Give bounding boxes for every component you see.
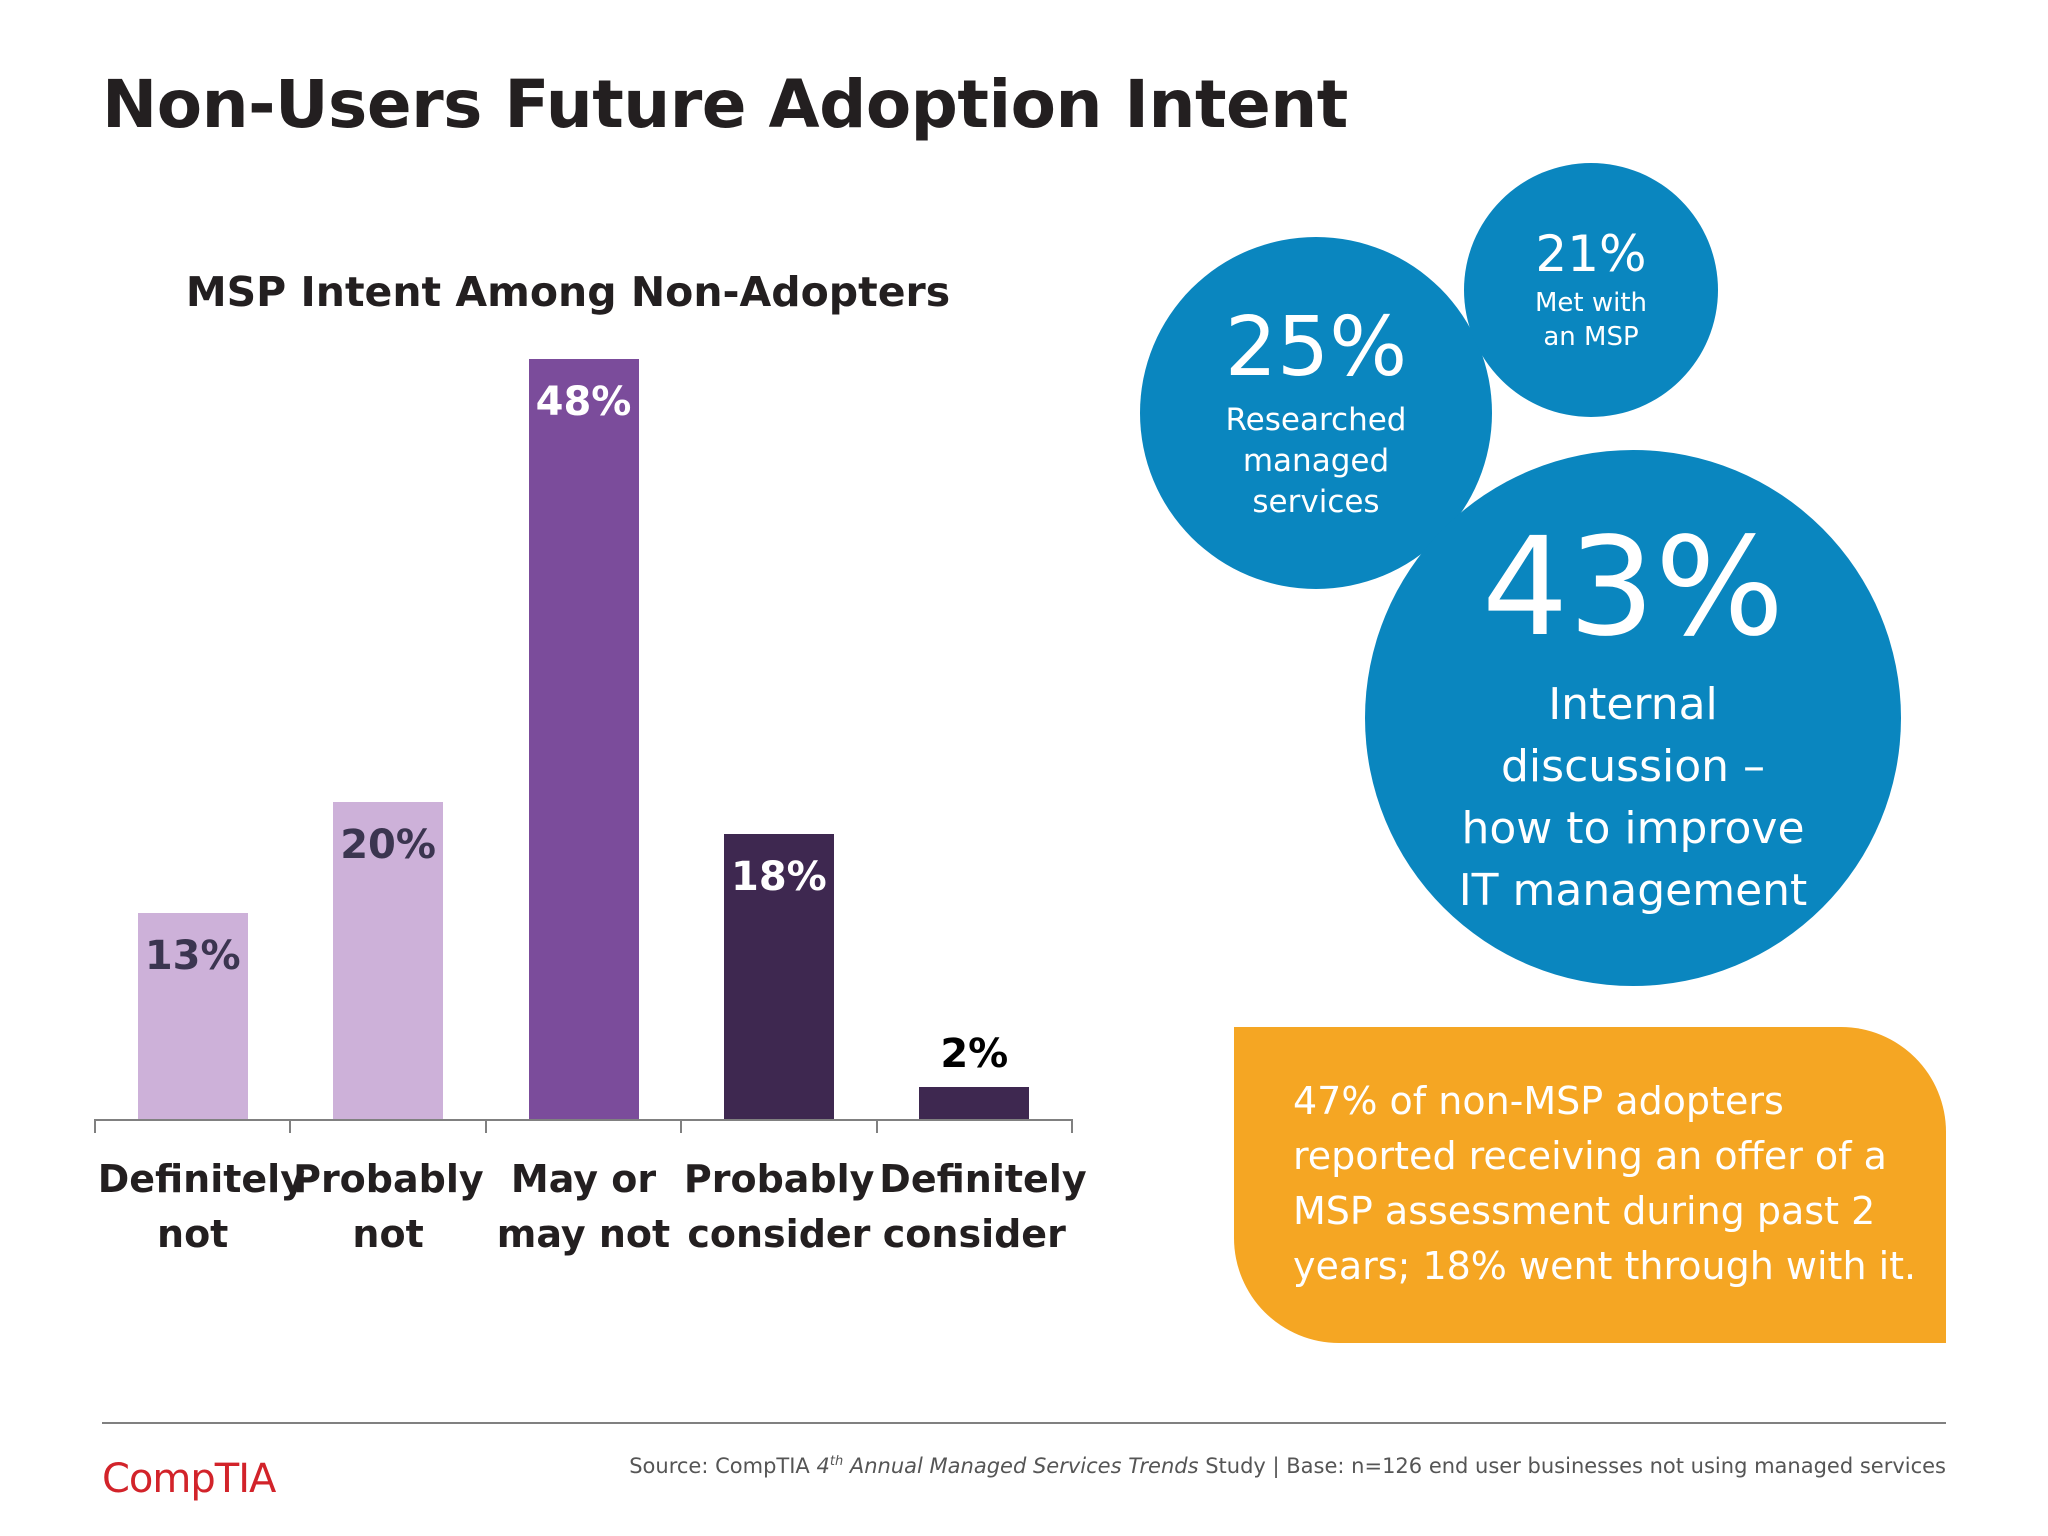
bar [137, 913, 248, 1119]
bubble: 43% Internal discussion – how to improve IT … [1365, 450, 1901, 986]
tick-mark [875, 1119, 878, 1133]
divider [102, 1422, 1946, 1424]
source-study: Annual Managed Services Trends [849, 1454, 1199, 1478]
bubble-value: 43% [1481, 509, 1785, 668]
bubble-caption: Met with [1534, 287, 1648, 318]
callout-line: 47% of non-MSP adopters [1293, 1079, 1784, 1123]
value-label: 20% [340, 822, 436, 869]
tick-mark [680, 1119, 683, 1133]
bubble-caption: Researched [1225, 401, 1407, 438]
tick-mark [94, 1119, 96, 1133]
category-label: Definitely consider [879, 1157, 1087, 1256]
callout-line: years; 18% went through with it. [1293, 1244, 1917, 1288]
value-label: 48% [535, 379, 632, 425]
slide-title: Non-Users Future Adoption Intent [102, 66, 1348, 143]
tick-mark [1071, 1119, 1073, 1133]
bubble-caption: how to improve [1461, 802, 1805, 854]
bubble-caption: IT management [1458, 864, 1808, 916]
bubble-value: 25% [1224, 300, 1408, 396]
source-ordinal: 4 [816, 1454, 830, 1478]
value-label: 13% [144, 933, 241, 980]
tick-mark [484, 1119, 487, 1133]
bubble-value: 21% [1535, 224, 1647, 283]
callout-line: MSP assessment during past 2 [1293, 1189, 1876, 1233]
callout: 47% of non-MSP adopters reported receivin… [1234, 1027, 1946, 1343]
source-note: Source: CompTIA 4th Annual Managed Servi… [629, 1454, 1946, 1478]
chart-title: MSP Intent Among Non-Adopters [185, 268, 951, 316]
logo: CompTIA [102, 1456, 276, 1502]
bar [723, 834, 834, 1119]
bubble-caption: services [1252, 483, 1380, 520]
tick-mark [289, 1119, 292, 1133]
category-label: Probably consider [683, 1157, 875, 1256]
source-suffix: Study | Base: n=126 end user businesses … [1205, 1454, 1946, 1478]
value-label: 2% [940, 1031, 1009, 1078]
category-label: Definitely not [97, 1157, 305, 1256]
bubble: 21% Met with an MSP [1464, 163, 1718, 417]
bar [333, 802, 444, 1119]
bubble-caption: an MSP [1543, 321, 1639, 352]
bar [919, 1087, 1030, 1119]
callout-line: reported receiving an offer of a [1293, 1134, 1887, 1178]
source-ordinal-suffix: th [829, 1454, 844, 1469]
category-label: May or may not [496, 1157, 671, 1256]
bar [528, 359, 639, 1119]
value-label: 18% [731, 854, 827, 900]
bubble-caption: managed [1242, 442, 1390, 479]
source-prefix: Source: CompTIA [629, 1454, 810, 1478]
x-axis [95, 1119, 1072, 1121]
category-label: Probably not [293, 1157, 484, 1256]
bubble-caption: discussion – [1500, 740, 1766, 792]
bubble-caption: Internal [1548, 678, 1718, 730]
bubble: 25% Researched managed services [1140, 237, 1492, 589]
